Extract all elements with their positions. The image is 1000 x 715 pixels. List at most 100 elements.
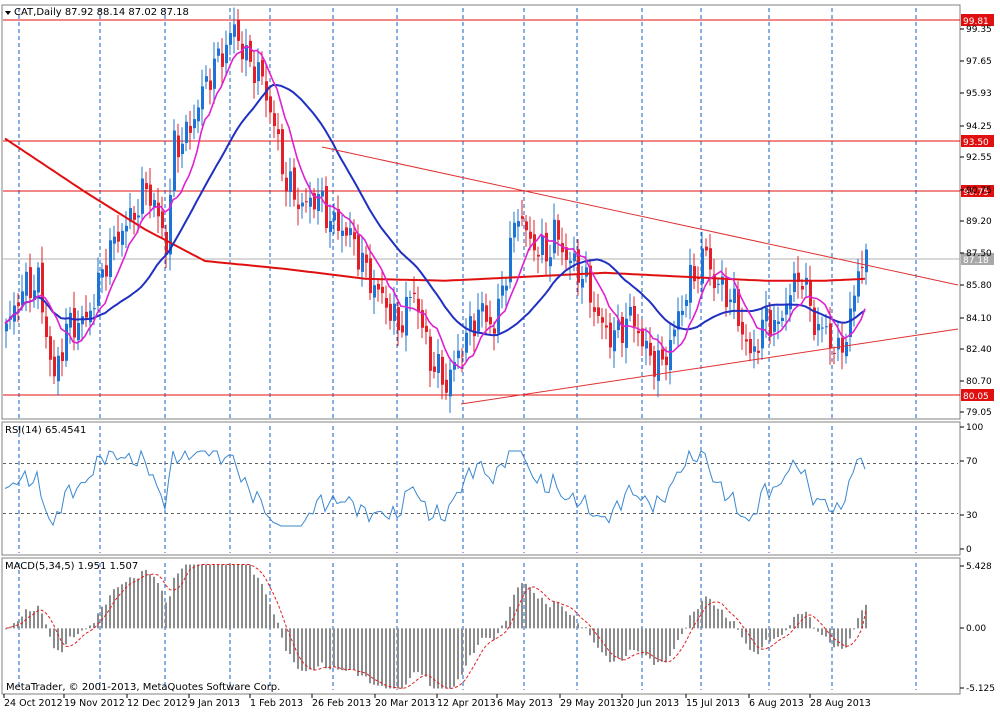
candle-body: [325, 186, 328, 229]
candle-body: [589, 265, 592, 303]
macd-bar: [77, 628, 79, 635]
candle-body: [177, 135, 180, 158]
macd-bar: [709, 598, 711, 629]
candle-body: [289, 171, 292, 193]
macd-bar: [789, 625, 791, 629]
candle-body: [557, 220, 560, 240]
candle-body: [377, 283, 380, 290]
x-tick-label: 20 Mar 2013: [375, 698, 435, 709]
price-panel[interactable]: [1, 4, 961, 420]
candle-body: [409, 296, 412, 298]
x-tick-label: 12 Dec 2012: [127, 698, 188, 709]
macd-bar: [441, 628, 443, 689]
candle-body: [797, 272, 800, 282]
candle-body: [509, 237, 512, 283]
price-tick-label: 79.05: [966, 408, 992, 418]
candle-body: [573, 253, 576, 262]
ma-fast-line: [4, 46, 866, 370]
candle-body: [469, 316, 472, 332]
candle-body: [401, 325, 404, 333]
macd-bar: [69, 628, 71, 637]
candle-body: [393, 303, 396, 322]
candle-body: [89, 310, 92, 323]
candle-body: [865, 249, 868, 273]
candle-body: [49, 336, 52, 360]
candle-body: [525, 221, 528, 231]
macd-bar: [137, 578, 139, 629]
macd-bar: [733, 621, 735, 629]
macd-bar: [865, 604, 867, 629]
candle-body: [825, 326, 828, 328]
macd-bar: [357, 628, 359, 677]
macd-bar: [5, 628, 7, 630]
x-tick-label: 26 Feb 2013: [312, 698, 371, 709]
dropdown-triangle-icon[interactable]: [5, 11, 11, 15]
x-tick-label: 28 Aug 2013: [810, 698, 871, 709]
candle-body: [529, 231, 532, 239]
x-tick-label: 6 Aug 2013: [749, 698, 804, 709]
candle-body: [245, 45, 248, 61]
macd-bar: [645, 628, 647, 656]
rsi-panel-title: RSI(14) 65.4541: [5, 425, 86, 436]
candle-body: [317, 194, 320, 211]
macd-bar: [545, 603, 547, 629]
macd-bar: [845, 628, 847, 648]
candle-body: [237, 19, 240, 41]
candle-body: [53, 356, 56, 377]
candle-body: [61, 352, 64, 362]
rsi-panel[interactable]: [1, 421, 961, 556]
candle-body: [5, 323, 8, 332]
copyright-text: MetaTrader, © 2001-2013, MetaQuotes Soft…: [6, 682, 280, 693]
macd-bar: [9, 626, 11, 629]
candle-body: [93, 308, 96, 310]
candle-body: [693, 266, 696, 282]
macd-bar: [761, 628, 763, 648]
candle-body: [633, 305, 636, 327]
macd-bar: [557, 602, 559, 629]
macd-bar: [213, 564, 215, 629]
horizontal-levels: 99.81 93.50 90.75 80.05 87.18: [3, 14, 994, 402]
macd-bar: [853, 628, 855, 630]
candle-body: [229, 33, 232, 45]
candle-body: [253, 66, 256, 84]
candle-body: [565, 247, 568, 260]
candle-body: [433, 366, 436, 372]
candle-body: [677, 311, 680, 330]
candle-body: [97, 272, 100, 306]
macd-bar: [349, 628, 351, 669]
candle-body: [477, 309, 480, 332]
macd-bar: [81, 628, 83, 631]
macd-bar: [305, 628, 307, 672]
macd-bar: [561, 606, 563, 629]
macd-bar: [409, 628, 411, 679]
macd-bar: [637, 628, 639, 652]
candle-body: [45, 316, 48, 338]
macd-bar: [605, 628, 607, 656]
level-badge: [961, 389, 994, 401]
candle-body: [425, 325, 428, 332]
macd-bar: [41, 613, 43, 629]
macd-bar: [553, 600, 555, 629]
macd-bar: [345, 628, 347, 671]
price-tick-label: 89.20: [966, 217, 992, 227]
candle-body: [337, 209, 340, 231]
macd-bar: [285, 628, 287, 651]
candle-body: [225, 44, 228, 64]
candle-body: [113, 236, 116, 244]
macd-bar: [549, 607, 551, 629]
macd-bar: [453, 628, 455, 687]
macd-bar: [529, 587, 531, 629]
candle-body: [25, 271, 28, 296]
candle-body: [717, 283, 720, 285]
macd-bar: [745, 628, 747, 644]
macd-bar: [661, 628, 663, 662]
macd-bar: [157, 583, 159, 629]
candle-body: [421, 310, 424, 328]
macd-bar: [469, 628, 471, 656]
candle-body: [257, 62, 260, 82]
x-tick-label: 9 Jan 2013: [189, 698, 240, 709]
macd-bar: [145, 569, 147, 629]
price-tick-label: 97.65: [966, 57, 992, 67]
